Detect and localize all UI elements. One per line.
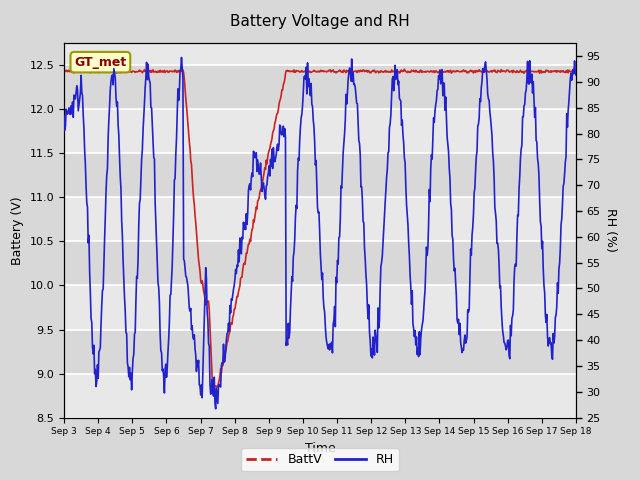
Bar bbox=[64, 329, 576, 373]
Legend: BattV, RH: BattV, RH bbox=[241, 448, 399, 471]
Text: Battery Voltage and RH: Battery Voltage and RH bbox=[230, 14, 410, 29]
Bar bbox=[64, 153, 576, 197]
Bar bbox=[64, 241, 576, 286]
Bar bbox=[64, 373, 576, 418]
Bar bbox=[64, 286, 576, 329]
Bar bbox=[64, 65, 576, 109]
Bar bbox=[64, 109, 576, 153]
Y-axis label: RH (%): RH (%) bbox=[604, 208, 617, 252]
Bar bbox=[64, 197, 576, 241]
X-axis label: Time: Time bbox=[305, 442, 335, 455]
Y-axis label: Battery (V): Battery (V) bbox=[11, 196, 24, 264]
Text: GT_met: GT_met bbox=[74, 56, 127, 69]
